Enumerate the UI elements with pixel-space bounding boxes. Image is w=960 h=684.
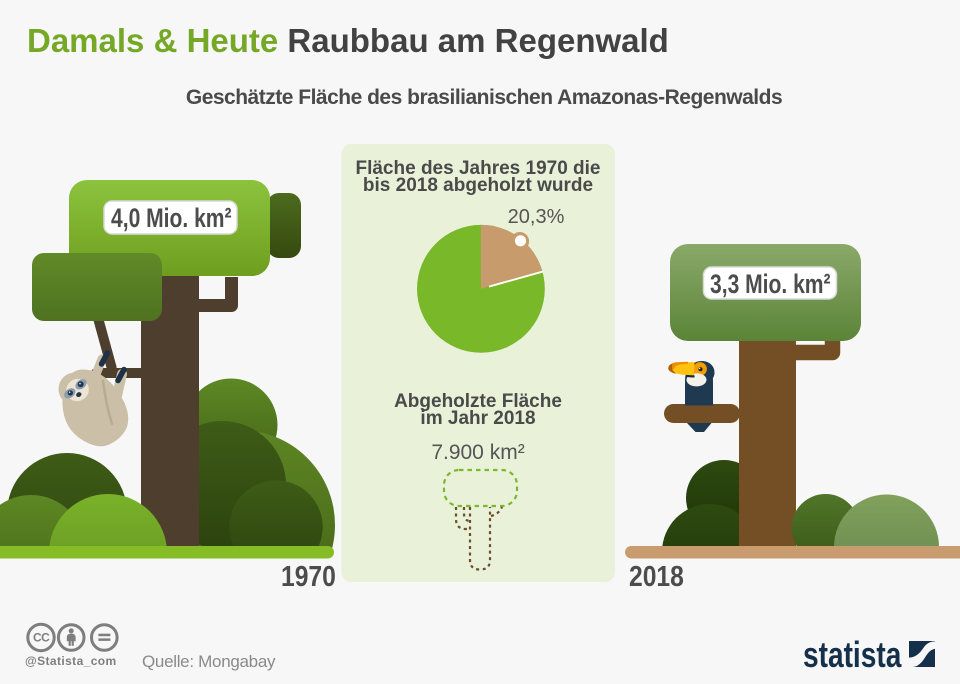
svg-text:CC: CC bbox=[33, 631, 50, 645]
